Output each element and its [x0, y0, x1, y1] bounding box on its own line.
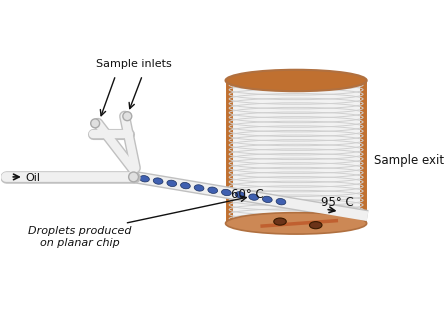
Text: Oil: Oil	[26, 173, 40, 183]
Ellipse shape	[194, 185, 204, 191]
Ellipse shape	[276, 199, 286, 205]
Ellipse shape	[235, 192, 245, 198]
Ellipse shape	[129, 172, 138, 182]
Text: 95° C: 95° C	[321, 196, 354, 209]
Ellipse shape	[263, 196, 272, 203]
Text: Sample exit: Sample exit	[374, 154, 444, 167]
Ellipse shape	[123, 112, 132, 121]
Ellipse shape	[249, 194, 258, 200]
Ellipse shape	[225, 213, 366, 234]
Text: 60° C: 60° C	[231, 188, 263, 201]
Ellipse shape	[221, 189, 231, 196]
Ellipse shape	[274, 218, 286, 225]
Text: Droplets produced
on planar chip: Droplets produced on planar chip	[28, 226, 132, 248]
Polygon shape	[229, 81, 363, 223]
Ellipse shape	[90, 119, 99, 128]
Ellipse shape	[153, 178, 163, 184]
Text: Sample inlets: Sample inlets	[96, 59, 172, 70]
Ellipse shape	[167, 180, 177, 186]
Ellipse shape	[140, 176, 149, 182]
Ellipse shape	[225, 70, 366, 91]
Ellipse shape	[208, 187, 218, 194]
Ellipse shape	[181, 182, 190, 189]
Ellipse shape	[310, 221, 322, 229]
